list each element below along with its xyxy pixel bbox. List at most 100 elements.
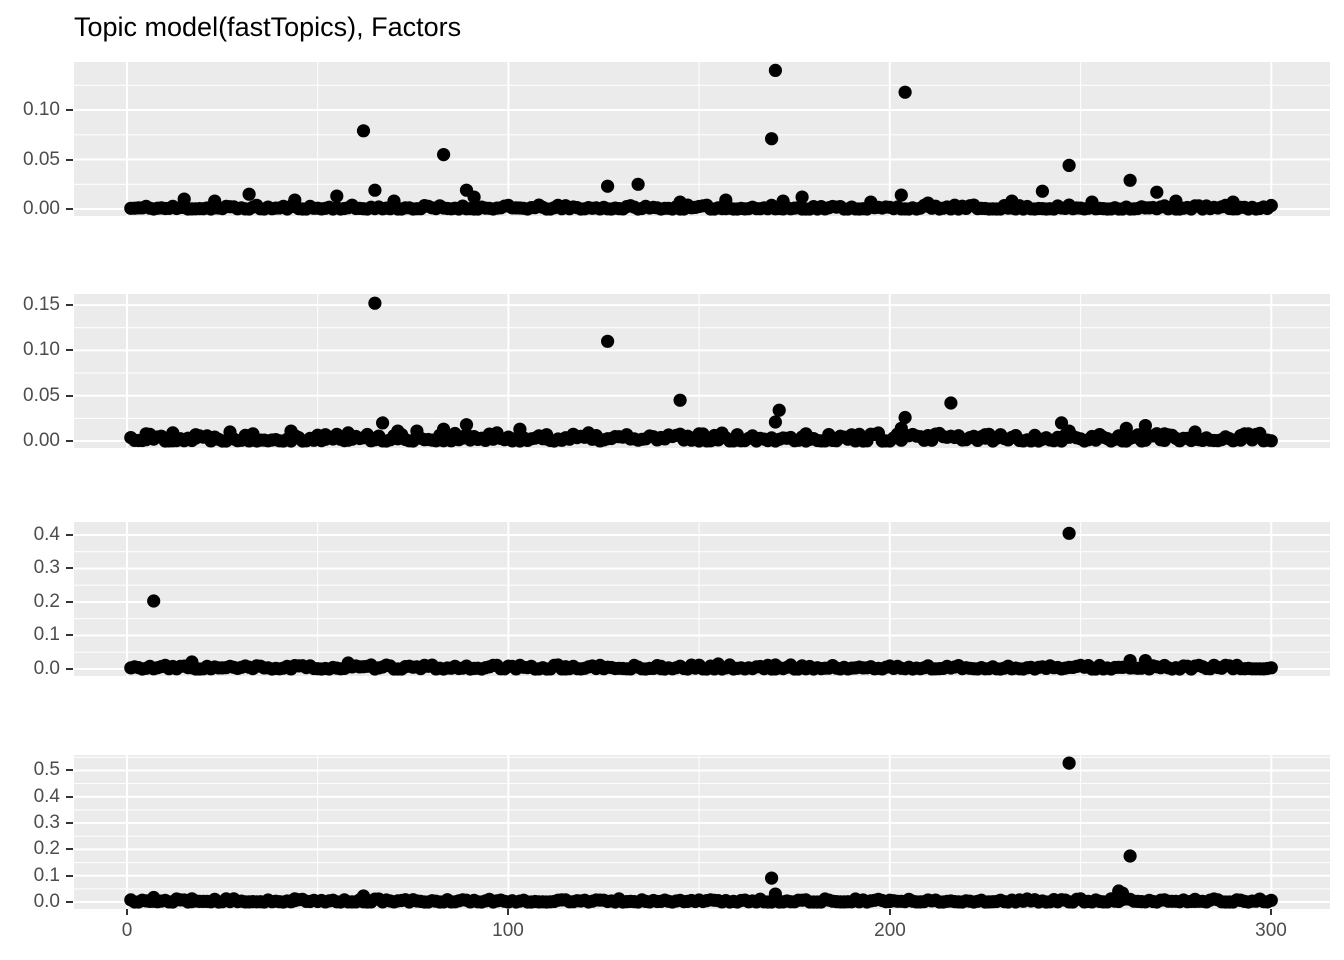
panel-factor-2-canvas (74, 294, 1330, 448)
y-tick-mark (66, 208, 73, 210)
data-point (559, 660, 573, 674)
data-point (1085, 195, 1099, 209)
outlier-points-layer (177, 63, 1240, 210)
data-point (288, 659, 302, 673)
data-point (1115, 886, 1130, 900)
data-point (772, 403, 786, 417)
x-major-gridline (1270, 294, 1273, 448)
y-axis-tick-label: 0.0 (33, 891, 60, 912)
panel-factor-3 (74, 522, 1330, 676)
data-point (1062, 158, 1076, 172)
x-major-gridline (1270, 522, 1273, 676)
y-tick-mark (66, 159, 73, 161)
data-point (288, 193, 302, 207)
data-point (601, 179, 615, 193)
data-point (1081, 659, 1095, 673)
y-axis-tick-label: 0.00 (23, 198, 60, 219)
y-tick-mark (66, 395, 73, 397)
data-point (1234, 893, 1248, 907)
y-minor-gridline (74, 835, 1330, 837)
x-major-gridline (888, 294, 891, 448)
data-point (1169, 194, 1183, 208)
data-point (437, 148, 451, 162)
data-point (1226, 660, 1240, 674)
x-minor-gridline (698, 62, 700, 216)
x-minor-gridline (317, 294, 319, 448)
y-tick-mark (66, 796, 73, 798)
data-point (1150, 185, 1164, 199)
data-point (288, 892, 302, 906)
panel-factor-1-canvas (74, 62, 1330, 216)
x-minor-gridline (1080, 522, 1082, 676)
y-axis-tick-label: 0.05 (23, 149, 60, 170)
y-tick-mark (66, 875, 73, 877)
y-tick-mark (66, 822, 73, 824)
data-point (723, 658, 737, 672)
data-point (391, 424, 405, 438)
y-axis-tick-label: 0.4 (33, 786, 60, 807)
data-point (826, 659, 840, 673)
y-axis-tick-label: 0.5 (33, 759, 60, 780)
data-point (940, 659, 954, 673)
baseline-points-layer (124, 892, 1278, 909)
outlier-points-layer (139, 296, 1248, 443)
y-axis-tick-label: 0.3 (33, 812, 60, 833)
data-point (341, 656, 355, 670)
x-major-gridline (507, 294, 510, 448)
y-tick-mark (66, 109, 73, 111)
data-point (768, 658, 783, 672)
data-point (620, 428, 634, 442)
y-major-gridline (74, 158, 1330, 161)
x-major-gridline (507, 755, 510, 909)
y-axis-tick-label: 0.4 (33, 524, 60, 545)
y-minor-gridline (74, 134, 1330, 136)
y-axis-tick-label: 0.00 (23, 430, 60, 451)
data-point (765, 132, 779, 146)
y-axis-tick-label: 0.2 (33, 591, 60, 612)
data-point (978, 428, 992, 442)
data-point (730, 428, 744, 442)
data-point (799, 427, 813, 441)
data-point (883, 893, 897, 907)
x-major-gridline (126, 522, 128, 676)
data-point (1005, 194, 1019, 208)
x-tick-mark (1270, 909, 1272, 915)
x-major-gridline (888, 62, 891, 216)
data-point (631, 177, 645, 191)
x-minor-gridline (698, 294, 700, 448)
data-point (1119, 421, 1133, 435)
x-axis-tick-label: 0 (121, 920, 133, 941)
y-axis-tick-label: 0.10 (23, 99, 60, 120)
data-point (368, 183, 382, 197)
data-point (540, 428, 554, 442)
data-point (341, 426, 355, 440)
x-minor-gridline (698, 522, 700, 676)
data-point (223, 425, 237, 439)
outlier-points-layer (147, 526, 1240, 674)
y-minor-gridline (74, 417, 1330, 419)
data-point (356, 889, 371, 903)
y-minor-gridline (74, 756, 1330, 758)
y-minor-gridline (74, 84, 1330, 86)
data-point (139, 427, 153, 441)
data-point (185, 892, 199, 906)
data-point (795, 190, 809, 204)
y-minor-gridline (74, 862, 1330, 864)
data-point (1123, 173, 1137, 187)
y-minor-gridline (74, 618, 1330, 620)
baseline-points-layer (124, 658, 1278, 676)
data-point (147, 594, 161, 608)
y-major-gridline (74, 601, 1330, 603)
data-point (368, 296, 382, 310)
data-point (944, 396, 958, 410)
x-major-gridline (507, 522, 510, 676)
data-point (768, 415, 783, 429)
data-point (147, 890, 161, 905)
y-tick-mark (66, 349, 73, 351)
y-tick-mark (66, 848, 73, 850)
y-minor-gridline (74, 888, 1330, 890)
y-tick-mark (66, 634, 73, 636)
data-point (921, 196, 935, 210)
panel-factor-1 (74, 62, 1330, 216)
